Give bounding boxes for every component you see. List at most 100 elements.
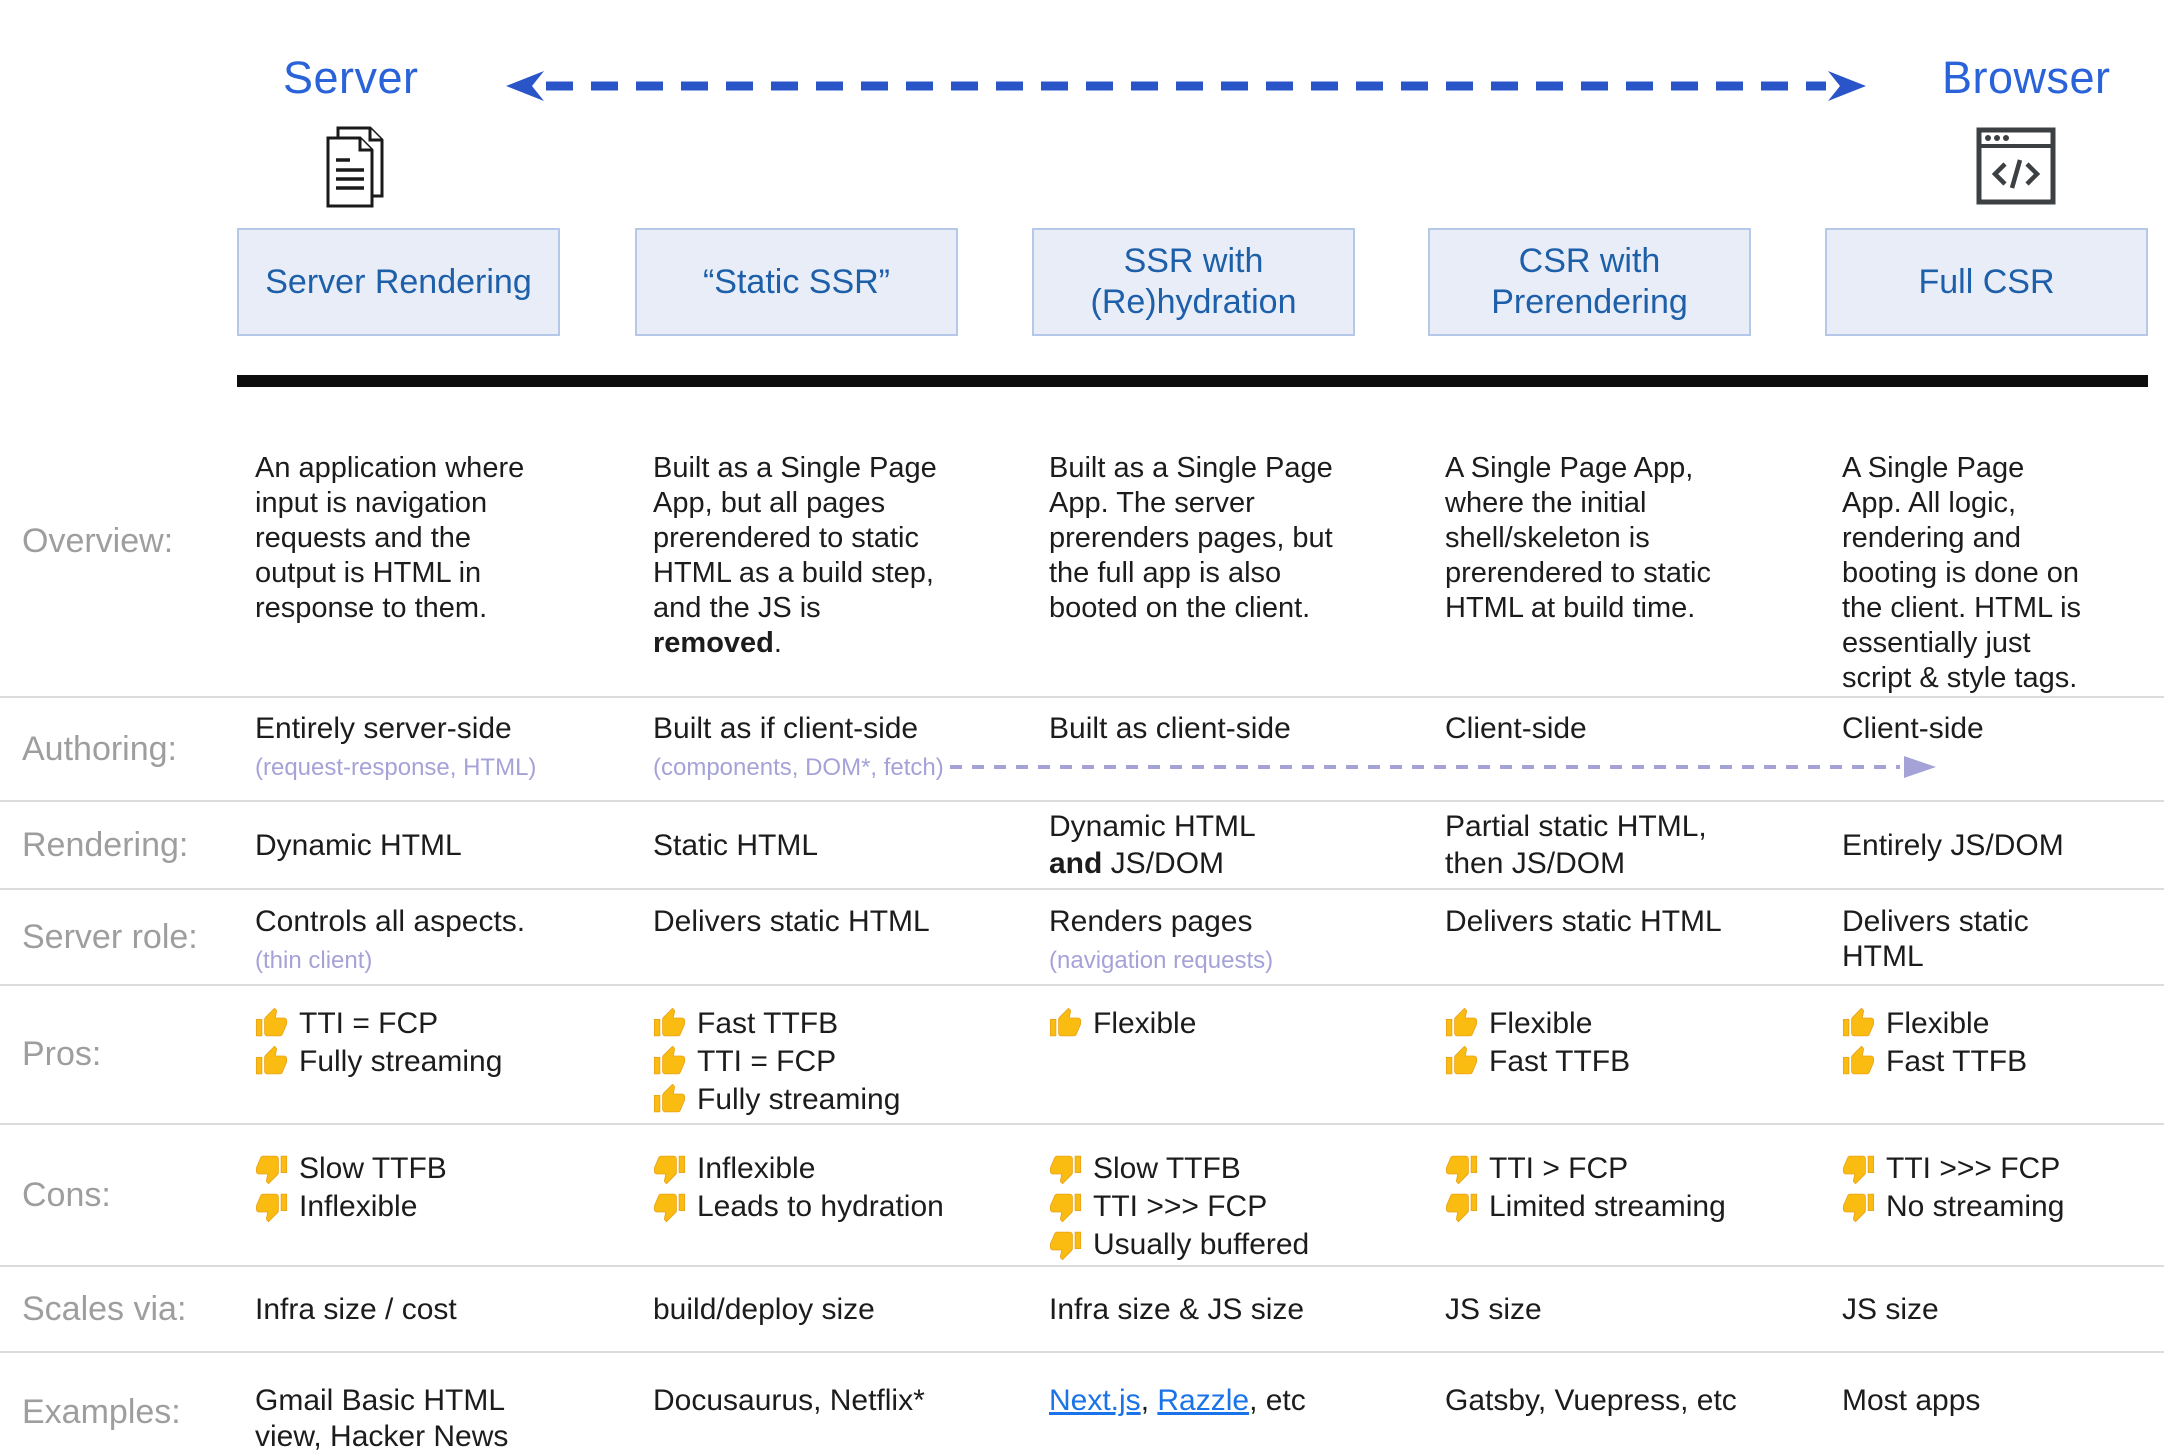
pros-full-csr: Flexible Fast TTFB xyxy=(1824,986,2164,1123)
cons-static-ssr: Inflexible Leads to hydration xyxy=(635,1125,1031,1265)
con-item: TTI >>> FCP xyxy=(1049,1189,1349,1224)
thumbs-up-icon xyxy=(255,1007,288,1037)
authoring-c2-main: Built as if client-side xyxy=(653,712,919,745)
rendering-ssr-rehydration: Dynamic HTML and JS/DOM xyxy=(1031,802,1427,888)
rendering-c5-text: Entirely JS/DOM xyxy=(1842,828,2064,862)
overview-full-csr: A Single Page App. All logic, rendering … xyxy=(1842,452,2082,694)
thumbs-down-icon xyxy=(653,1155,686,1185)
server-role-row: Server role: Controls all aspects. (thin … xyxy=(0,890,2164,986)
thumbs-up-icon xyxy=(1445,1045,1478,1075)
rendering-server-rendering: Dynamic HTML xyxy=(237,802,635,888)
scales-static-ssr: build/deploy size xyxy=(635,1267,1031,1351)
server-role-c1-note: (thin client) xyxy=(255,947,373,974)
con-item: Inflexible xyxy=(255,1189,557,1224)
overview-row: Overview: An application where input is … xyxy=(0,387,2164,698)
server-role-server-rendering: Controls all aspects. (thin client) xyxy=(237,890,635,984)
con-item: TTI >>> FCP xyxy=(1842,1151,2086,1186)
server-role-csr-prerendering: Delivers static HTML xyxy=(1427,890,1824,984)
authoring-c2-note: (components, DOM*, fetch) xyxy=(653,754,944,781)
column-header-ssr-rehydration: SSR with (Re)hydration xyxy=(1032,228,1355,336)
column-header-static-ssr: “Static SSR” xyxy=(635,228,958,336)
scales-ssr-rehydration: Infra size & JS size xyxy=(1031,1267,1427,1351)
thumbs-up-icon xyxy=(1842,1045,1875,1075)
server-role-c4-main: Delivers static HTML xyxy=(1445,905,1722,938)
scales-csr-prerendering: JS size xyxy=(1427,1267,1824,1351)
column-header-csr-prerendering: CSR with Prerendering xyxy=(1428,228,1751,336)
authoring-full-csr: Client-side xyxy=(1824,698,2164,800)
con-text: Slow TTFB xyxy=(1093,1152,1241,1185)
thumbs-up-icon xyxy=(1842,1007,1875,1037)
con-item: TTI > FCP xyxy=(1445,1151,1746,1186)
thumbs-down-icon xyxy=(1049,1193,1082,1223)
header-divider-rule xyxy=(237,375,2148,387)
overview-static-ssr: Built as a Single Page App, but all page… xyxy=(635,387,1031,696)
rendering-static-ssr: Static HTML xyxy=(635,802,1031,888)
rendering-c1-text: Dynamic HTML xyxy=(255,828,462,862)
pro-text: TTI = FCP xyxy=(697,1045,837,1078)
column-header-full-csr: Full CSR xyxy=(1825,228,2148,336)
row-label-server-role: Server role: xyxy=(22,917,198,956)
cons-csr-prerendering: TTI > FCP Limited streaming xyxy=(1427,1125,1824,1265)
server-role-c1-main: Controls all aspects. xyxy=(255,905,526,938)
rendering-full-csr: Entirely JS/DOM xyxy=(1824,802,2164,888)
pro-text: Fully streaming xyxy=(299,1045,503,1078)
server-role-c2-main: Delivers static HTML xyxy=(653,905,930,938)
server-role-ssr-rehydration: Renders pages (navigation requests) xyxy=(1031,890,1427,984)
thumbs-down-icon xyxy=(1445,1193,1478,1223)
thumbs-down-icon xyxy=(255,1155,288,1185)
overview-static-ssr-text: Built as a Single Page App, but all page… xyxy=(653,452,937,624)
thumbs-down-icon xyxy=(255,1193,288,1223)
pro-text: Fast TTFB xyxy=(697,1007,839,1040)
pro-text: Flexible xyxy=(1886,1007,1990,1040)
cons-full-csr: TTI >>> FCP No streaming xyxy=(1824,1125,2164,1265)
pro-text: Flexible xyxy=(1093,1007,1197,1040)
scales-c5-text: JS size xyxy=(1842,1292,1939,1326)
thumbs-up-icon xyxy=(255,1045,288,1075)
rendering-row: Rendering: Dynamic HTML Static HTML Dyna… xyxy=(0,802,2164,890)
cons-server-rendering: Slow TTFB Inflexible xyxy=(237,1125,635,1265)
pro-text: TTI = FCP xyxy=(299,1007,439,1040)
column-header-server-rendering: Server Rendering xyxy=(237,228,560,336)
rendering-c3-line1: Dynamic HTML xyxy=(1049,810,1256,843)
authoring-c3-main: Built as client-side xyxy=(1049,712,1291,745)
scales-c1-text: Infra size / cost xyxy=(255,1292,457,1326)
comparison-table: Overview: An application where input is … xyxy=(0,387,2164,1455)
overview-static-ssr-bold: removed xyxy=(653,627,774,659)
scales-c3-text: Infra size & JS size xyxy=(1049,1292,1305,1326)
pro-text: Fast TTFB xyxy=(1886,1045,2028,1078)
scales-server-rendering: Infra size / cost xyxy=(237,1267,635,1351)
cons-ssr-rehydration: Slow TTFB TTI >>> FCP Usually buffered xyxy=(1031,1125,1427,1265)
overview-ssr-rehydration: Built as a Single Page App. The server p… xyxy=(1049,452,1333,624)
authoring-row: Authoring: Entirely server-side (request-… xyxy=(0,698,2164,802)
scales-full-csr: JS size xyxy=(1824,1267,2164,1351)
server-browser-spectrum-arrow xyxy=(506,71,1866,101)
examples-row: Examples: Gmail Basic HTML view, Hacker … xyxy=(0,1353,2164,1455)
row-label-overview: Overview: xyxy=(22,522,174,560)
thumbs-up-icon xyxy=(653,1007,686,1037)
examples-c3-separator: , xyxy=(1140,1384,1158,1417)
document-pages-icon xyxy=(326,126,384,208)
server-role-full-csr: Delivers static HTML xyxy=(1824,890,2164,984)
pro-item: Fast TTFB xyxy=(1445,1044,1746,1079)
examples-static-ssr: Docusaurus, Netflix* xyxy=(653,1384,925,1417)
thumbs-up-icon xyxy=(1049,1007,1082,1037)
razzle-link[interactable]: Razzle xyxy=(1157,1384,1250,1417)
authoring-server-rendering: Entirely server-side (request-response, H… xyxy=(237,698,635,800)
nextjs-link[interactable]: Next.js xyxy=(1049,1384,1141,1417)
pro-item: Flexible xyxy=(1049,1006,1349,1041)
pro-item: TTI = FCP xyxy=(255,1006,557,1041)
pro-text: Flexible xyxy=(1489,1007,1593,1040)
thumbs-down-icon xyxy=(653,1193,686,1223)
thumbs-up-icon xyxy=(653,1083,686,1113)
pro-item: Fast TTFB xyxy=(1842,1044,2086,1079)
browser-endpoint-label: Browser xyxy=(1942,52,2111,103)
thumbs-down-icon xyxy=(1049,1231,1082,1261)
thumbs-up-icon xyxy=(653,1045,686,1075)
scales-via-row: Scales via: Infra size / cost build/depl… xyxy=(0,1267,2164,1353)
row-label-cons: Cons: xyxy=(22,1175,111,1214)
overview-static-ssr-period: . xyxy=(773,627,782,659)
rendering-c3-line2: and JS/DOM xyxy=(1049,845,1349,882)
rendering-csr-prerendering: Partial static HTML, then JS/DOM xyxy=(1427,802,1824,888)
pro-text: Fast TTFB xyxy=(1489,1045,1631,1078)
